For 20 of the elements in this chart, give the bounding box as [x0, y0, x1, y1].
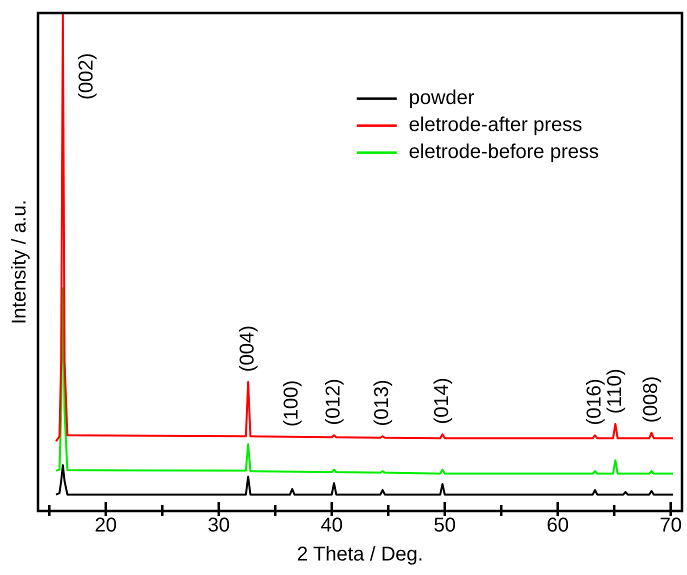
x-tick-label: 50: [434, 514, 456, 537]
annotation: (002): [75, 52, 98, 100]
annotation: (013): [371, 380, 394, 426]
x-tick-label: 60: [546, 514, 569, 537]
annotation: (016): [584, 378, 606, 426]
legend-label: eletrode-before press: [408, 141, 599, 164]
x-tick-label: 30: [208, 514, 230, 537]
x-tick-label: 70: [660, 514, 682, 537]
y-axis-title: Intensity / a.u.: [8, 200, 31, 324]
x-tick-label: 40: [320, 514, 343, 537]
legend-label: powder: [408, 87, 475, 110]
annotation: (012): [322, 378, 345, 426]
annotation: (004): [236, 325, 259, 372]
annotation: (100): [280, 380, 303, 427]
annotation: (008): [640, 376, 662, 423]
annotation: (014): [430, 378, 453, 424]
legend-label: eletrode-after press: [408, 114, 582, 136]
annotation: (110): [604, 368, 626, 414]
x-axis-title: 2 Theta / Deg.: [296, 544, 424, 566]
x-tick-label: 20: [94, 514, 117, 537]
